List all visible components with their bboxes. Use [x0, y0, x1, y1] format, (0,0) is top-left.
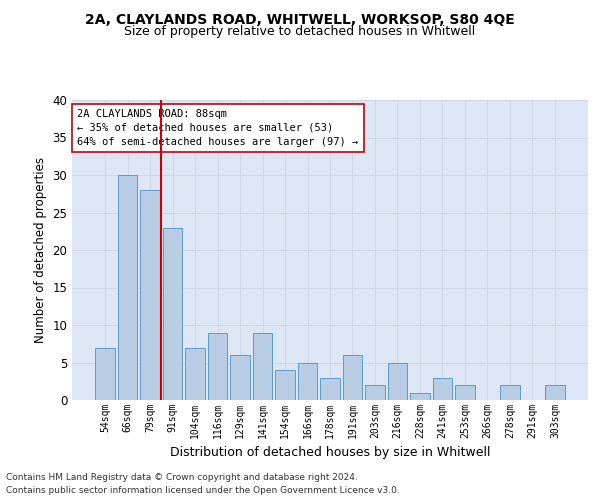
Bar: [275, 370, 295, 400]
Bar: [500, 385, 520, 400]
Bar: [185, 348, 205, 400]
Bar: [365, 385, 385, 400]
Bar: [298, 362, 317, 400]
Text: Contains public sector information licensed under the Open Government Licence v3: Contains public sector information licen…: [6, 486, 400, 495]
Bar: [208, 332, 227, 400]
Bar: [163, 228, 182, 400]
Bar: [320, 378, 340, 400]
Text: Contains HM Land Registry data © Crown copyright and database right 2024.: Contains HM Land Registry data © Crown c…: [6, 474, 358, 482]
Text: 2A CLAYLANDS ROAD: 88sqm
← 35% of detached houses are smaller (53)
64% of semi-d: 2A CLAYLANDS ROAD: 88sqm ← 35% of detach…: [77, 109, 358, 147]
Text: 2A, CLAYLANDS ROAD, WHITWELL, WORKSOP, S80 4QE: 2A, CLAYLANDS ROAD, WHITWELL, WORKSOP, S…: [85, 12, 515, 26]
Y-axis label: Number of detached properties: Number of detached properties: [34, 157, 47, 343]
Bar: [433, 378, 452, 400]
Bar: [455, 385, 475, 400]
Bar: [118, 175, 137, 400]
Bar: [230, 355, 250, 400]
Text: Size of property relative to detached houses in Whitwell: Size of property relative to detached ho…: [124, 25, 476, 38]
Bar: [95, 348, 115, 400]
Bar: [410, 392, 430, 400]
Bar: [388, 362, 407, 400]
X-axis label: Distribution of detached houses by size in Whitwell: Distribution of detached houses by size …: [170, 446, 490, 460]
Bar: [545, 385, 565, 400]
Bar: [140, 190, 160, 400]
Bar: [343, 355, 362, 400]
Bar: [253, 332, 272, 400]
